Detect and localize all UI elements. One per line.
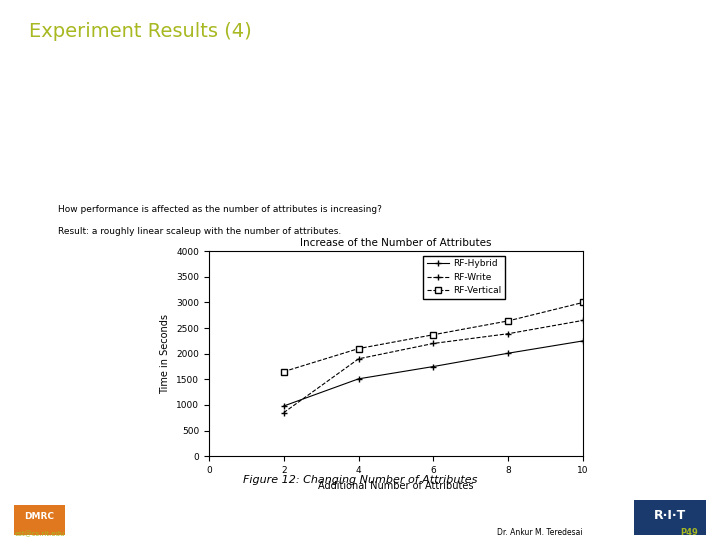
Line: RF-Hybrid: RF-Hybrid	[280, 338, 587, 409]
RF-Vertical	[354, 346, 363, 352]
RF-Vertical	[279, 368, 288, 375]
RF-Hybrid	[579, 338, 588, 344]
RF-Write	[354, 355, 363, 362]
RF-Hybrid	[504, 350, 513, 356]
RF-Hybrid	[279, 403, 288, 409]
Text: Figure 12: Changing Number of Attributes: Figure 12: Changing Number of Attributes	[243, 475, 477, 485]
Y-axis label: Time in Seconds: Time in Seconds	[161, 314, 171, 394]
Text: How performance is affected as the number of attributes is increasing?: How performance is affected as the numbe…	[58, 205, 382, 214]
Title: Increase of the Number of Attributes: Increase of the Number of Attributes	[300, 238, 492, 247]
Text: DMRC: DMRC	[24, 512, 55, 521]
RF-Write	[579, 317, 588, 323]
Text: Experiment Results (4): Experiment Results (4)	[29, 22, 251, 40]
RF-Write	[279, 409, 288, 416]
RF-Vertical	[579, 299, 588, 306]
Text: P49: P49	[680, 528, 698, 537]
RF-Vertical	[504, 318, 513, 324]
Legend: RF-Hybrid, RF-Write, RF-Vertical: RF-Hybrid, RF-Write, RF-Vertical	[423, 255, 505, 299]
Text: Dr. Ankur M. Teredesai: Dr. Ankur M. Teredesai	[497, 528, 582, 537]
Text: est@cs.rit.edu: est@cs.rit.edu	[14, 531, 65, 537]
Text: R·I·T: R·I·T	[654, 509, 685, 522]
Line: RF-Write: RF-Write	[280, 317, 587, 416]
Line: RF-Vertical: RF-Vertical	[281, 300, 586, 374]
Text: Result: a roughly linear scaleup with the number of attributes.: Result: a roughly linear scaleup with th…	[58, 227, 341, 236]
RF-Hybrid	[429, 363, 438, 370]
RF-Write	[504, 330, 513, 337]
RF-Vertical	[429, 332, 438, 338]
X-axis label: Additional Number of Attributes: Additional Number of Attributes	[318, 481, 474, 490]
RF-Hybrid	[354, 376, 363, 382]
RF-Write	[429, 340, 438, 347]
